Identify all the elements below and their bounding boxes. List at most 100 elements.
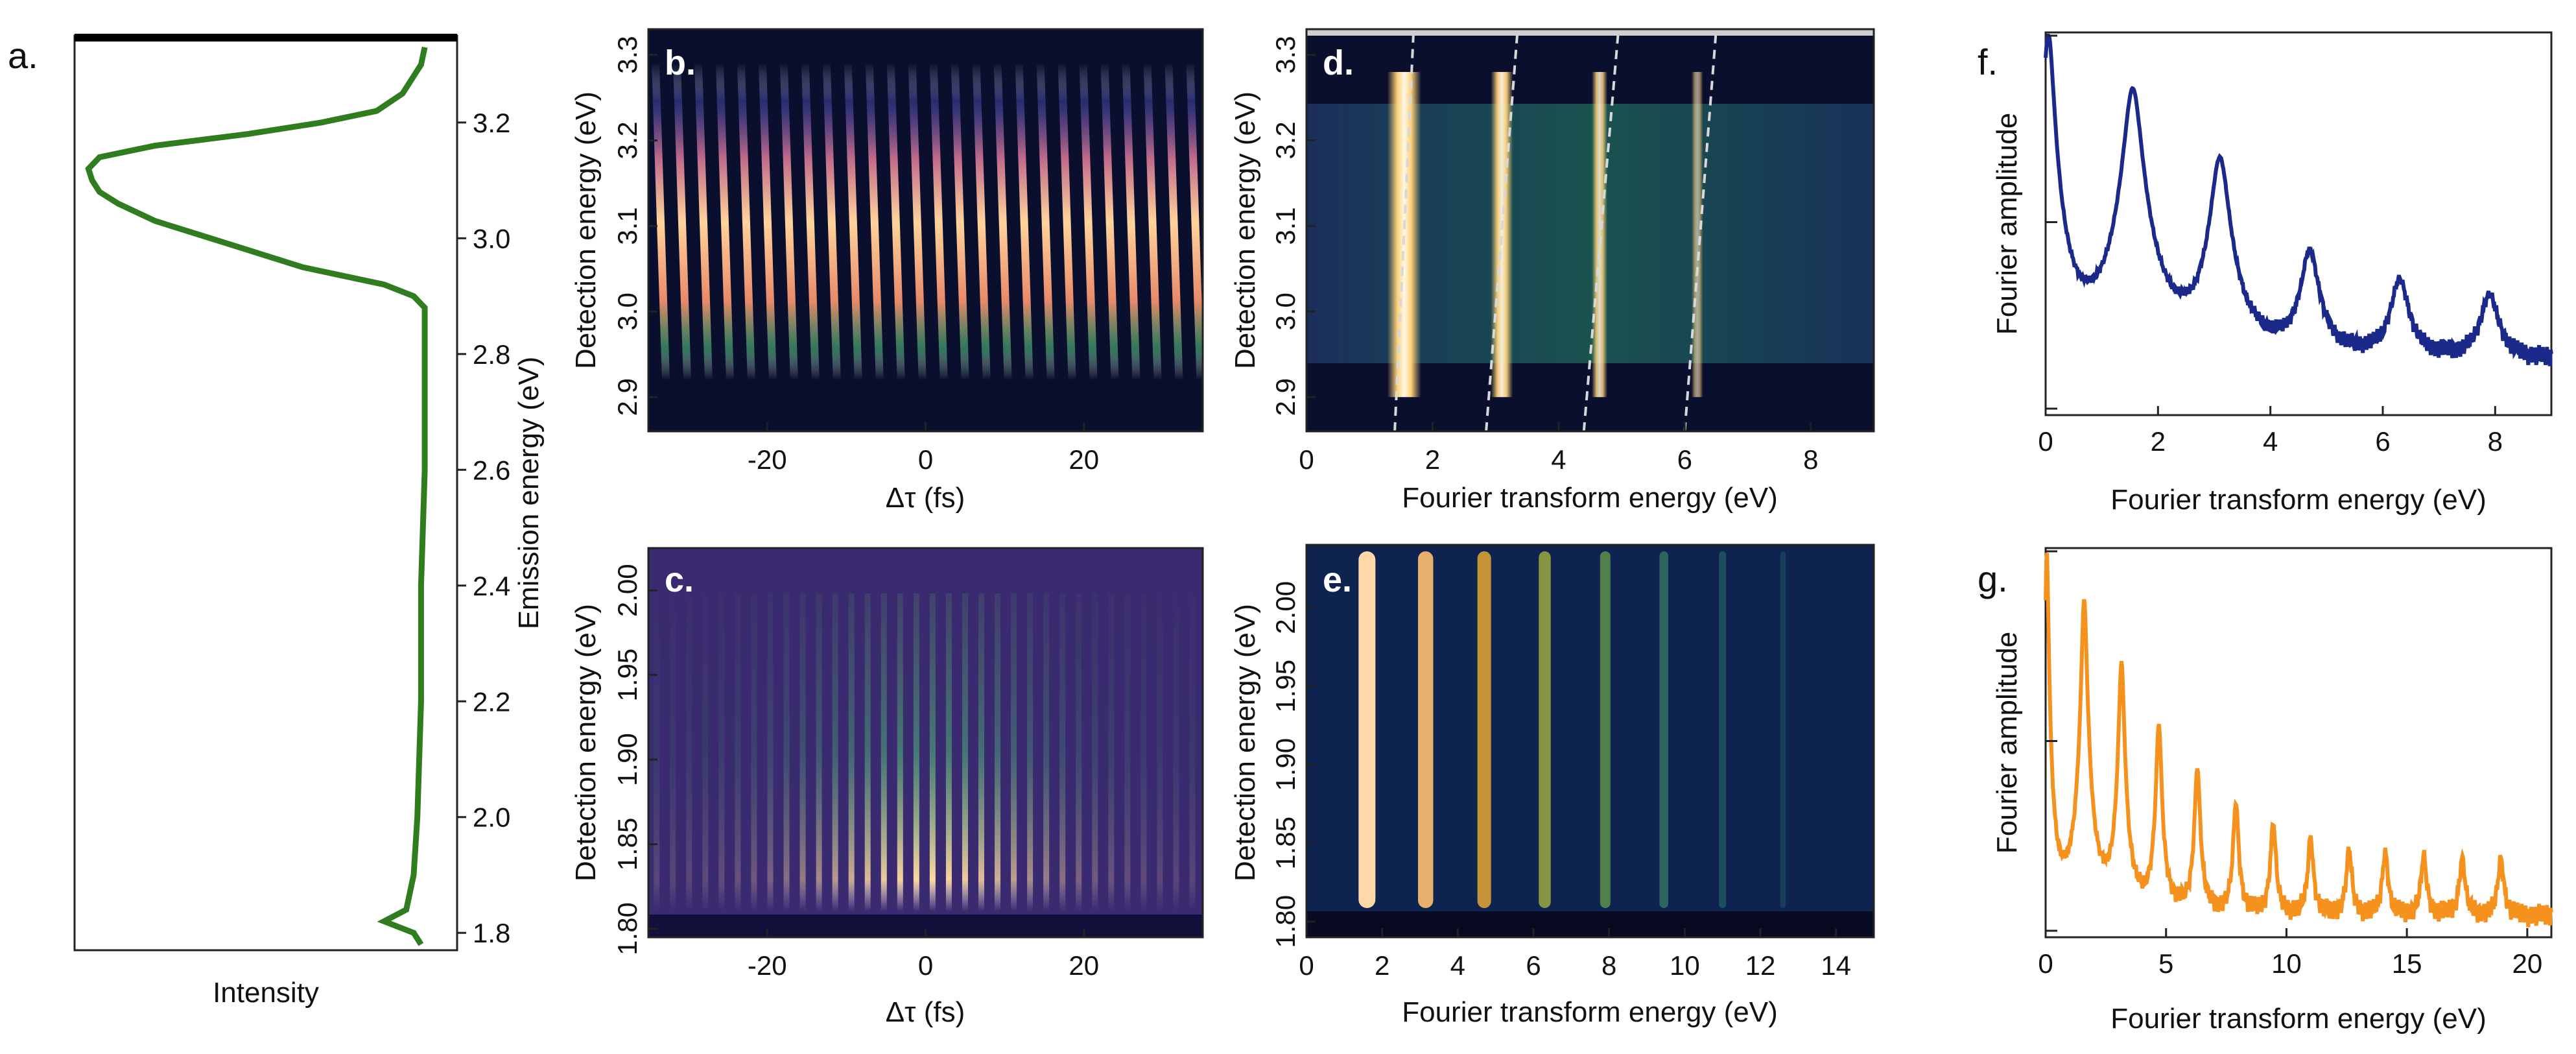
e-ytick-label: 2.00 xyxy=(1270,581,1301,634)
fringe-b xyxy=(886,63,905,380)
b-xtick-label: -20 xyxy=(748,444,787,475)
g-xtick-label: 5 xyxy=(2158,948,2173,979)
harmonic-peak-e xyxy=(1659,551,1668,908)
fringe-c xyxy=(1157,593,1163,911)
d-xtick-label: 8 xyxy=(1803,444,1818,475)
c-ytick-label: 1.95 xyxy=(612,649,643,702)
y-axis-label-d: Detection energy (eV) xyxy=(1229,91,1261,369)
fringe-b xyxy=(951,63,969,380)
dashed-line-d xyxy=(1683,29,1718,432)
fringe-c xyxy=(1027,593,1034,911)
e-xtick-label: 10 xyxy=(1670,950,1700,981)
fringe-c xyxy=(1059,593,1066,911)
top-bar-a xyxy=(75,34,457,42)
e-xtick-label: 0 xyxy=(1299,950,1314,981)
series-line-f xyxy=(2044,34,2553,366)
x-axis-label-b: Δτ (fs) xyxy=(886,482,965,514)
panel-label-a: a. xyxy=(8,35,38,76)
harmonic-peak-d xyxy=(1491,71,1513,398)
ticks-e: 0 2 4 6 8 10 12 14 1.80 1.85 1.90 1.95 2.00 xyxy=(1270,581,1851,981)
harmonic-peak-e xyxy=(1600,551,1611,908)
ticks-f: 0 2 4 6 8 xyxy=(2038,34,2503,457)
harmonic-peak-e xyxy=(1539,551,1551,908)
fringe-c xyxy=(767,593,774,911)
fringes-c xyxy=(654,593,1196,911)
a-ytick-label: 2.8 xyxy=(473,339,510,370)
fringe-c xyxy=(1092,593,1098,911)
plot-frame-e xyxy=(1305,544,1875,939)
c-xtick-label: -20 xyxy=(748,950,787,981)
e-ytick-label: 1.80 xyxy=(1270,895,1301,948)
fringe-c xyxy=(751,593,757,911)
d-xtick-label: 6 xyxy=(1677,444,1692,475)
a-ytick-label: 2.4 xyxy=(473,571,510,601)
fringe-b xyxy=(1186,63,1205,380)
fringe-b xyxy=(737,63,755,380)
fringe-b xyxy=(929,63,948,380)
bottom-band-e xyxy=(1306,911,1874,937)
d-ytick-label: 2.9 xyxy=(1270,378,1301,416)
f-xtick-label: 2 xyxy=(2151,426,2166,457)
g-xtick-label: 10 xyxy=(2271,948,2302,979)
ticks-c: -20 0 20 1.80 1.85 1.90 1.95 2.00 xyxy=(612,564,1099,981)
harmonic-peak-e xyxy=(1719,551,1727,908)
ticks-g: 0 5 10 15 20 xyxy=(2038,550,2542,979)
fringe-c xyxy=(929,593,936,911)
fringe-b xyxy=(972,63,991,380)
y-axis-label-c: Detection energy (eV) xyxy=(570,604,602,881)
panel-label-d: d. xyxy=(1323,43,1354,82)
fringe-c xyxy=(978,593,984,911)
fringe-c xyxy=(945,593,952,911)
b-ytick-label: 2.9 xyxy=(612,378,643,416)
f-xtick-label: 8 xyxy=(2488,426,2503,457)
fringe-c xyxy=(1108,593,1115,911)
fringe-b xyxy=(844,63,862,380)
d-xtick-label: 4 xyxy=(1551,444,1566,475)
b-ytick-label: 3.3 xyxy=(612,36,643,73)
fringe-b xyxy=(865,63,884,380)
g-xtick-label: 15 xyxy=(2392,948,2422,979)
harmonic-peak-e xyxy=(1358,551,1376,908)
c-xtick-label: 20 xyxy=(1069,950,1099,981)
panel-a: a. 1.8 2.0 2.2 2.4 2.6 2.8 3.0 3.2 Intensity Em… xyxy=(8,34,545,1009)
e-xtick-label: 8 xyxy=(1601,950,1616,981)
c-ytick-label: 1.80 xyxy=(612,902,643,955)
f-xtick-label: 0 xyxy=(2038,426,2053,457)
panel-label-e: e. xyxy=(1323,560,1352,599)
fringe-b xyxy=(715,63,734,380)
a-ytick-label: 2.2 xyxy=(473,686,510,717)
plot-frame-f xyxy=(2044,31,2553,416)
fringe-b xyxy=(672,63,691,380)
series-line-a xyxy=(85,46,428,946)
fringe-b xyxy=(1143,63,1162,380)
fringe-c xyxy=(832,593,838,911)
harmonic-peaks-e xyxy=(1358,551,1786,908)
series-line-g xyxy=(2044,553,2553,928)
fringe-c xyxy=(848,593,855,911)
y-ticks-a: 1.8 2.0 2.2 2.4 2.6 2.8 3.0 3.2 xyxy=(457,108,510,948)
x-axis-label-f: Fourier transform energy (eV) xyxy=(2110,484,2487,516)
fringe-b xyxy=(758,63,777,380)
panel-f: f. 0 2 4 6 8 Fourier transform energy (eV) F… xyxy=(1978,31,2553,516)
harmonic-peak-d xyxy=(1387,71,1421,398)
b-ytick-label: 3.1 xyxy=(612,207,643,245)
y-axis-label-f: Fourier amplitude xyxy=(1991,113,2023,335)
b-xtick-label: 20 xyxy=(1069,444,1099,475)
fringe-c xyxy=(1043,593,1050,911)
c-ytick-label: 1.85 xyxy=(612,818,643,871)
panel-label-f: f. xyxy=(1978,42,1998,82)
fringe-c xyxy=(783,593,790,911)
panel-e: e. 0 2 4 6 8 10 12 14 1.80 1.85 1.90 1.95 2.00 Fouri… xyxy=(1229,544,1875,1028)
y-axis-label-b: Detection energy (eV) xyxy=(570,91,602,369)
heatmap-bg-c xyxy=(648,548,1203,937)
fringe-c xyxy=(1140,593,1147,911)
fringe-b xyxy=(1100,63,1119,380)
d-ytick-label: 3.3 xyxy=(1270,36,1301,73)
f-xtick-label: 4 xyxy=(2263,426,2278,457)
panel-b: b. -20 0 20 2.9 3.0 3.1 3.2 3.3 Δτ (fs) Detecti… xyxy=(570,28,1205,514)
e-xtick-label: 4 xyxy=(1450,950,1465,981)
panel-c: c. -20 0 20 1.80 1.85 1.90 1.95 2.00 Δτ (fs) De… xyxy=(570,547,1204,1028)
c-xtick-label: 0 xyxy=(918,950,933,981)
fringe-c xyxy=(864,593,871,911)
harmonic-peak-e xyxy=(1418,551,1434,908)
